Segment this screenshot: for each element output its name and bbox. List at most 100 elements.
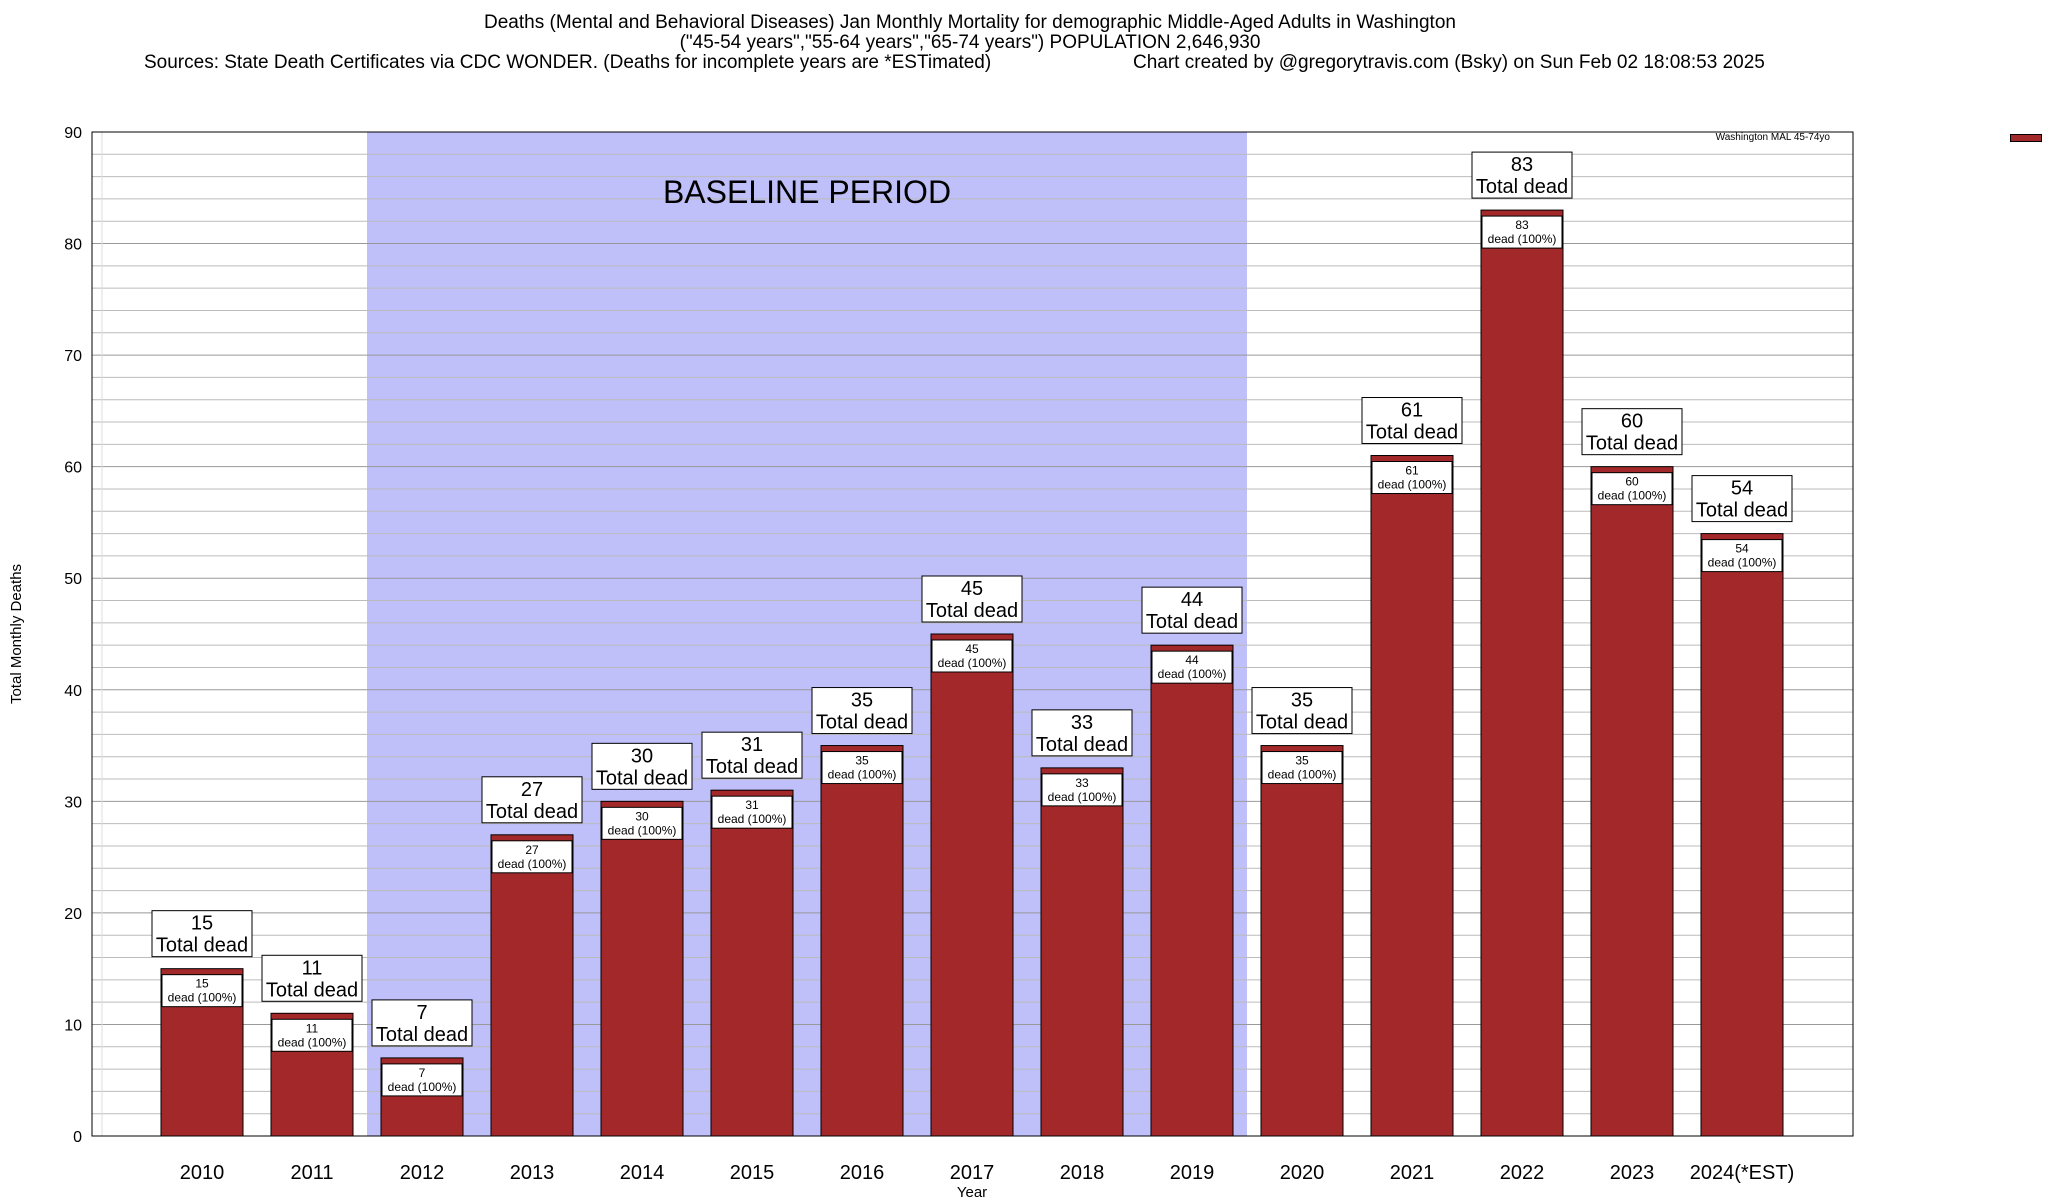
y-axis-label: Total Monthly Deaths xyxy=(8,564,25,704)
inner-label-text: dead (100%) xyxy=(1378,478,1447,492)
x-tick-label: 2019 xyxy=(1170,1162,1215,1184)
inner-label-box xyxy=(931,639,1013,673)
inner-label-box xyxy=(1481,215,1563,249)
y-tick-label: 40 xyxy=(64,683,82,700)
top-label-text: Total dead xyxy=(1146,611,1238,633)
bar-2018 xyxy=(1040,767,1124,1137)
top-label-box xyxy=(1141,586,1243,634)
top-label-box xyxy=(1471,151,1573,199)
baseline-period-label: BASELINE PERIOD xyxy=(663,174,951,210)
inner-label-box xyxy=(601,806,683,840)
inner-label-box xyxy=(821,751,903,785)
inner-label-text: dead (100%) xyxy=(938,656,1007,670)
top-label-text: Total dead xyxy=(706,756,798,778)
y-tick-label: 20 xyxy=(64,906,82,923)
bar-2014 xyxy=(600,800,684,1137)
inner-label-text: dead (100%) xyxy=(1708,556,1777,570)
bar-2023 xyxy=(1590,466,1674,1137)
top-label-text: Total dead xyxy=(156,935,248,957)
x-tick-label: 2012 xyxy=(400,1162,445,1184)
x-tick-label: 2020 xyxy=(1280,1162,1325,1184)
y-tick-label: 10 xyxy=(64,1017,82,1034)
top-label-value: 60 xyxy=(1621,411,1643,433)
inner-label-text: dead (100%) xyxy=(1598,489,1667,503)
top-label-text: Total dead xyxy=(376,1024,468,1046)
y-tick-label: 30 xyxy=(64,794,82,811)
inner-label-box xyxy=(381,1063,463,1097)
x-tick-label: 2014 xyxy=(620,1162,665,1184)
top-label-text: Total dead xyxy=(1366,422,1458,444)
x-tick-label: 2022 xyxy=(1500,1162,1545,1184)
inner-label-box xyxy=(1151,650,1233,684)
inner-label-value: 35 xyxy=(855,754,869,768)
top-label-text: Total dead xyxy=(266,979,358,1001)
inner-label-value: 45 xyxy=(965,642,979,656)
inner-label-value: 35 xyxy=(1295,754,1309,768)
plot-border xyxy=(91,131,1854,1137)
inner-label-text: dead (100%) xyxy=(168,991,237,1005)
top-label-value: 35 xyxy=(1291,690,1313,712)
inner-label-box xyxy=(271,1018,353,1052)
inner-label-value: 11 xyxy=(306,1021,319,1035)
inner-label-box xyxy=(711,795,793,829)
top-label-value: 30 xyxy=(631,745,653,767)
top-label-value: 44 xyxy=(1181,589,1203,611)
inner-label-text: dead (100%) xyxy=(1488,232,1557,246)
inner-label-value: 54 xyxy=(1735,542,1749,556)
top-label-box xyxy=(1581,408,1683,456)
inner-label-value: 15 xyxy=(195,977,209,991)
top-label-box xyxy=(1691,475,1793,523)
legend-label: Washington MAL 45-74yo xyxy=(1715,132,1830,143)
title-sources: Sources: State Death Certificates via CD… xyxy=(144,52,992,73)
top-label-box xyxy=(261,954,363,1002)
top-label-box xyxy=(371,999,473,1047)
title-line-1: Deaths (Mental and Behavioral Diseases) … xyxy=(484,12,1456,33)
inner-label-value: 83 xyxy=(1515,218,1529,232)
top-label-text: Total dead xyxy=(926,600,1018,622)
x-tick-label: 2023 xyxy=(1610,1162,1655,1184)
inner-label-text: dead (100%) xyxy=(1158,667,1227,681)
top-label-value: 61 xyxy=(1401,400,1423,422)
top-label-text: Total dead xyxy=(816,712,908,734)
x-tick-label: 2021 xyxy=(1390,1162,1435,1184)
inner-label-box xyxy=(1371,461,1453,495)
y-tick-label: 70 xyxy=(64,348,82,365)
bar-2015 xyxy=(710,789,794,1137)
y-tick-label: 90 xyxy=(64,125,82,142)
inner-label-value: 61 xyxy=(1405,464,1419,478)
inner-label-text: dead (100%) xyxy=(278,1035,347,1049)
inner-label-value: 31 xyxy=(745,798,759,812)
inner-label-box xyxy=(1261,751,1343,785)
top-label-box xyxy=(921,575,1023,623)
y-tick-label: 60 xyxy=(64,460,82,477)
top-label-box xyxy=(701,731,803,779)
top-label-box xyxy=(1031,709,1133,757)
bar-2020 xyxy=(1260,745,1344,1137)
top-label-value: 83 xyxy=(1511,154,1533,176)
top-label-text: Total dead xyxy=(596,767,688,789)
top-label-text: Total dead xyxy=(1036,734,1128,756)
top-label-text: Total dead xyxy=(1696,500,1788,522)
inner-label-text: dead (100%) xyxy=(718,812,787,826)
inner-label-text: dead (100%) xyxy=(388,1080,457,1094)
x-tick-label: 2017 xyxy=(950,1162,995,1184)
top-label-box xyxy=(1251,687,1353,735)
inner-label-text: dead (100%) xyxy=(828,768,897,782)
inner-label-text: dead (100%) xyxy=(608,823,677,837)
title-credit: Chart created by @gregorytravis.com (Bsk… xyxy=(1133,52,1765,73)
x-tick-label: 2013 xyxy=(510,1162,555,1184)
inner-label-text: dead (100%) xyxy=(1048,790,1117,804)
x-tick-label: 2016 xyxy=(840,1162,885,1184)
inner-label-value: 30 xyxy=(635,809,649,823)
top-label-value: 33 xyxy=(1071,712,1093,734)
x-axis-label: Year xyxy=(957,1184,987,1200)
top-label-box xyxy=(1361,397,1463,445)
inner-label-text: dead (100%) xyxy=(1268,768,1337,782)
inner-label-box xyxy=(161,974,243,1008)
bar-2022 xyxy=(1480,209,1564,1137)
inner-label-value: 60 xyxy=(1625,475,1639,489)
bar-2024(*EST) xyxy=(1700,533,1784,1137)
top-label-value: 15 xyxy=(191,913,213,935)
top-label-value: 45 xyxy=(961,578,983,600)
